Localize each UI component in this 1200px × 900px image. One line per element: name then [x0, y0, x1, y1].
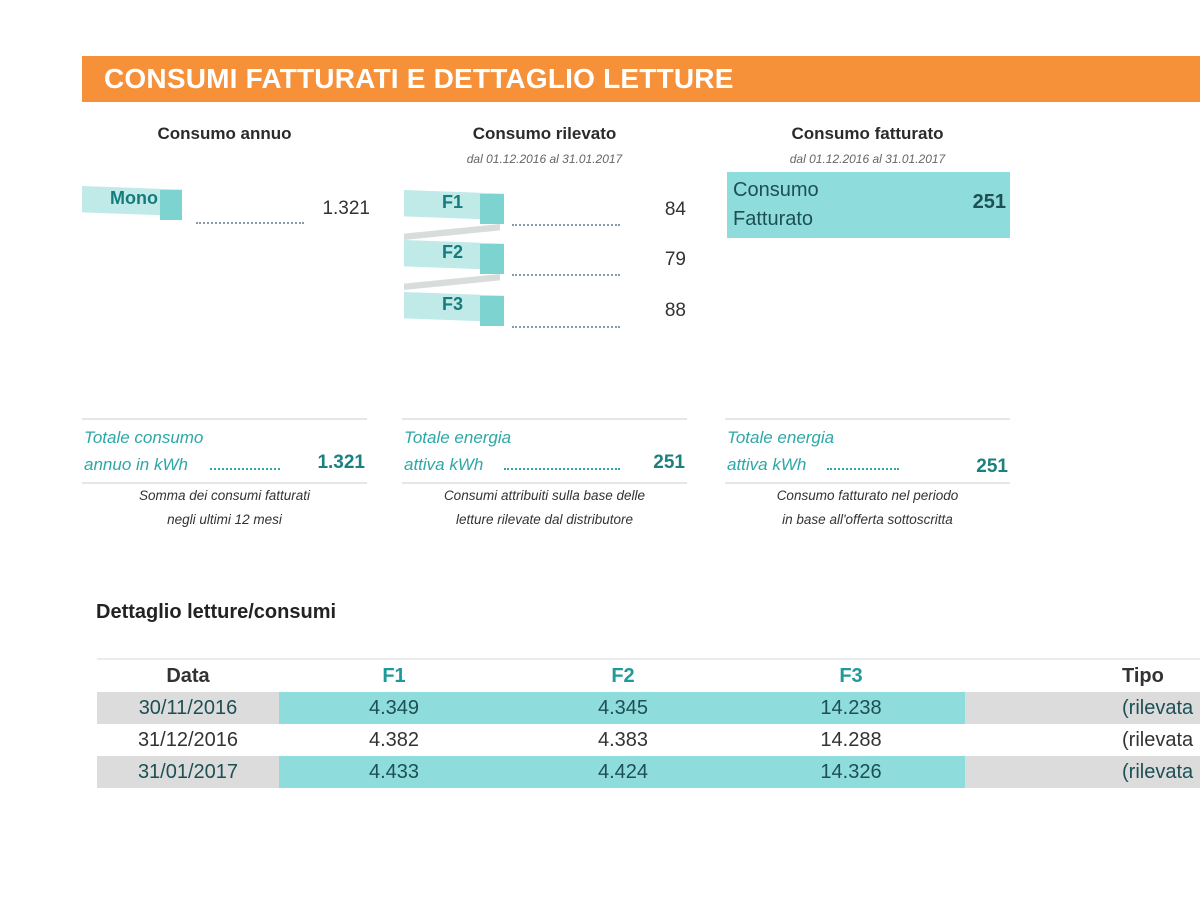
band-tab-mono: Mono	[82, 186, 182, 220]
consumo-rilevato-heading: Consumo rilevato	[472, 124, 617, 143]
f2-value: 79	[664, 249, 686, 270]
f3-value: 88	[664, 300, 686, 321]
table-row: 31/12/2016 4.382 4.383 14.288 (rilevata	[97, 724, 1200, 756]
dotted-leader	[512, 326, 620, 328]
cell-tipo: (rilevata	[965, 692, 1200, 724]
total-value: 1.321	[317, 452, 365, 473]
cell-data: 31/01/2017	[97, 756, 279, 788]
dettaglio-title: Dettaglio letture/consumi	[96, 601, 337, 623]
total-consumo-annuo: Totale consumo annuo in kWh 1.321	[82, 418, 367, 484]
tipo-header-text: Tipo	[1122, 664, 1164, 687]
note-line: negli ultimi 12 mesi	[167, 512, 282, 527]
cell-f2: 4.424	[509, 756, 737, 788]
dotted-leader	[196, 222, 304, 224]
note-line: Consumo fatturato nel periodo	[776, 488, 959, 503]
band-tab-f1: F1	[404, 190, 504, 224]
note-line: in base all'offerta sottoscritta	[782, 512, 953, 527]
band-tab-f2: F2	[404, 240, 504, 274]
total-consumo-rilevato: Totale energia attiva kWh 251	[402, 418, 687, 484]
section-banner: CONSUMI FATTURATI E DETTAGLIO LETTURE	[82, 56, 1200, 102]
column-header-f1: F1	[382, 664, 406, 687]
column-header-f2: F2	[611, 664, 635, 687]
band-label: F2	[442, 242, 464, 262]
cell-data: 31/12/2016	[137, 728, 239, 751]
table-header-row: Data F1 F2 F3 Tipo	[97, 660, 1200, 692]
column-header-data: Data	[166, 664, 210, 687]
band-tab-f3: F3	[404, 292, 504, 326]
dotted-leader	[512, 274, 620, 276]
label-line: Consumo	[733, 179, 819, 201]
total-label: attiva kWh	[404, 455, 484, 474]
note-line: Somma dei consumi fatturati	[138, 488, 311, 503]
dotted-leader	[512, 224, 620, 226]
f1-value: 84	[664, 199, 686, 220]
column-header-tipo: Tipo	[965, 660, 1200, 692]
cell-f2: 4.345	[509, 692, 737, 724]
consumo-fatturato-box: Consumo Fatturato 251	[727, 172, 1010, 238]
note-line: Consumi attribuiti sulla base delle	[443, 488, 646, 503]
cell-f3: 14.326	[737, 756, 965, 788]
band-label: F3	[442, 294, 464, 314]
table-row: 30/11/2016 4.349 4.345 14.238 (rilevata	[97, 692, 1200, 724]
dotted-leader	[504, 468, 620, 470]
cell-tipo: (rilevata	[965, 756, 1200, 788]
label-line: Fatturato	[733, 208, 814, 230]
note-line: letture rilevate dal distributore	[455, 512, 634, 527]
dotted-leader	[210, 468, 280, 470]
annual-value: 1.321	[322, 198, 370, 219]
tipo-text: (rilevata	[1122, 728, 1194, 751]
band-connector	[404, 224, 500, 240]
band-label: F1	[442, 192, 464, 212]
table-row: 31/01/2017 4.433 4.424 14.326 (rilevata	[97, 756, 1200, 788]
cell-f1: 4.433	[279, 756, 509, 788]
consumo-fatturato-heading: Consumo fatturato	[791, 124, 944, 143]
total-note: Consumi attribuiti sulla base delle lett…	[402, 484, 687, 532]
total-label: Totale consumo	[84, 428, 204, 447]
consumo-fatturato-label: Consumo Fatturato	[733, 176, 819, 234]
cell-f1: 4.382	[368, 728, 420, 751]
total-label: annuo in kWh	[84, 455, 188, 474]
cell-f2: 4.383	[597, 728, 649, 751]
cell-f1: 4.349	[279, 692, 509, 724]
total-label: attiva kWh	[727, 455, 807, 474]
letture-table: Data F1 F2 F3 Tipo 30/11/2016 4.349 4.34…	[97, 658, 1200, 788]
consumo-fatturato-period: dal 01.12.2016 al 31.01.2017	[789, 152, 946, 166]
cell-f3: 14.238	[737, 692, 965, 724]
tipo-text: (rilevata	[1122, 696, 1194, 719]
cell-tipo: (rilevata	[965, 724, 1200, 756]
cell-data: 30/11/2016	[97, 692, 279, 724]
band-label: Mono	[110, 188, 158, 208]
consumo-fatturato-value: 251	[972, 191, 1006, 213]
total-consumo-fatturato: Totale energia attiva kWh 251	[725, 418, 1010, 484]
total-note: Somma dei consumi fatturati negli ultimi…	[82, 484, 367, 532]
column-header-f3: F3	[839, 664, 863, 687]
consumo-rilevato-period: dal 01.12.2016 al 31.01.2017	[466, 152, 623, 166]
consumo-annuo-heading: Consumo annuo	[157, 124, 292, 143]
dotted-leader	[827, 468, 899, 470]
total-value: 251	[653, 452, 685, 473]
total-note: Consumo fatturato nel periodo in base al…	[725, 484, 1010, 532]
tipo-text: (rilevata	[1122, 760, 1194, 783]
cell-f3: 14.288	[820, 728, 882, 751]
band-connector	[404, 274, 500, 290]
total-label: Totale energia	[404, 428, 512, 447]
total-value: 251	[976, 456, 1008, 477]
total-label: Totale energia	[727, 428, 835, 447]
